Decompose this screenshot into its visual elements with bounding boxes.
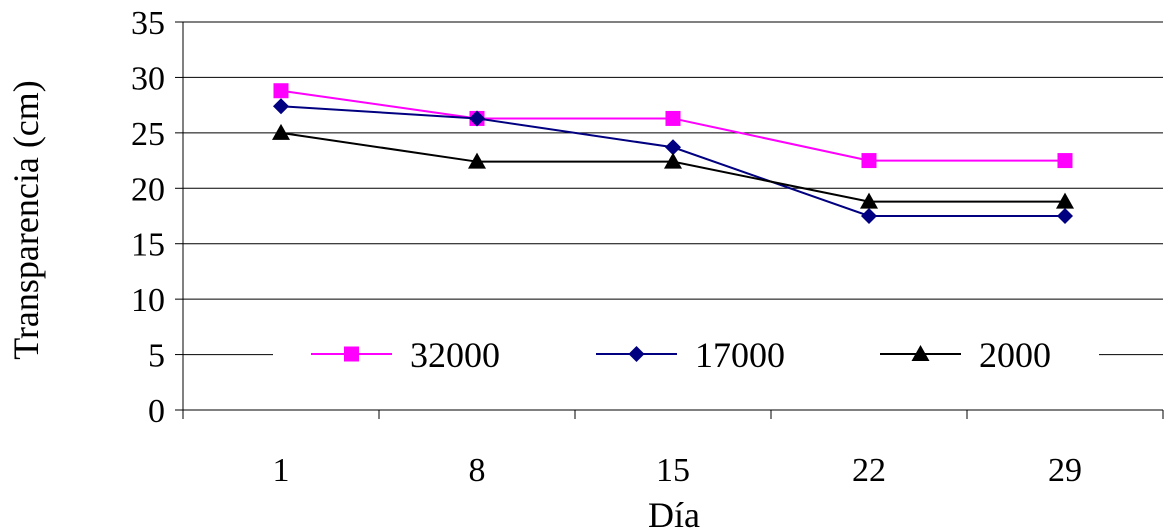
triangle-marker [272,123,290,140]
x-tick-label: 1 [273,452,290,489]
legend: 32000 17000 2000 [273,327,1099,385]
triangle-marker [1056,192,1074,209]
legend-box [273,327,1099,385]
square-marker [861,153,877,169]
diamond-marker [1057,208,1073,224]
triangle-marker [911,345,930,361]
y-tick-label: 25 [131,116,165,153]
legend-item: 32000 [311,335,500,375]
diamond-marker [273,98,289,115]
series-2000 [272,123,1074,209]
square-marker [273,83,289,99]
legend-label: 32000 [410,335,500,375]
legend-item: 2000 [880,335,1051,375]
y-tick-label: 10 [131,282,165,319]
diamond-marker [469,110,485,127]
square-marker [1057,153,1073,169]
y-axis-title: Transparencia (cm) [6,80,46,360]
square-marker [344,346,359,362]
legend-label: 2000 [979,335,1051,375]
x-axis-title: Día [648,495,700,531]
diamond-marker [861,208,877,224]
x-tick-label: 22 [852,452,886,489]
triangle-marker [468,152,486,169]
y-tick-label: 15 [131,227,165,264]
triangle-marker [860,192,878,209]
legend-label: 17000 [695,335,785,375]
y-tick-label: 5 [148,338,165,375]
y-tick-label: 0 [148,393,165,430]
axes: 0 5 10 15 20 25 30 35 1 8 15 22 29 [131,5,1164,489]
series-17000 [273,98,1073,224]
y-tick-label: 30 [131,60,165,97]
triangle-marker [664,152,682,169]
square-marker [665,110,681,126]
legend-item: 17000 [596,335,785,375]
gridlines [183,21,1163,356]
diamond-marker [628,346,645,362]
x-tick-label: 15 [656,452,690,489]
y-tick-label: 20 [131,171,165,208]
x-tick-label: 29 [1048,452,1082,489]
y-tick-label: 35 [131,5,165,42]
diamond-marker [665,139,681,156]
series [272,83,1074,224]
x-tick-label: 8 [469,452,486,489]
